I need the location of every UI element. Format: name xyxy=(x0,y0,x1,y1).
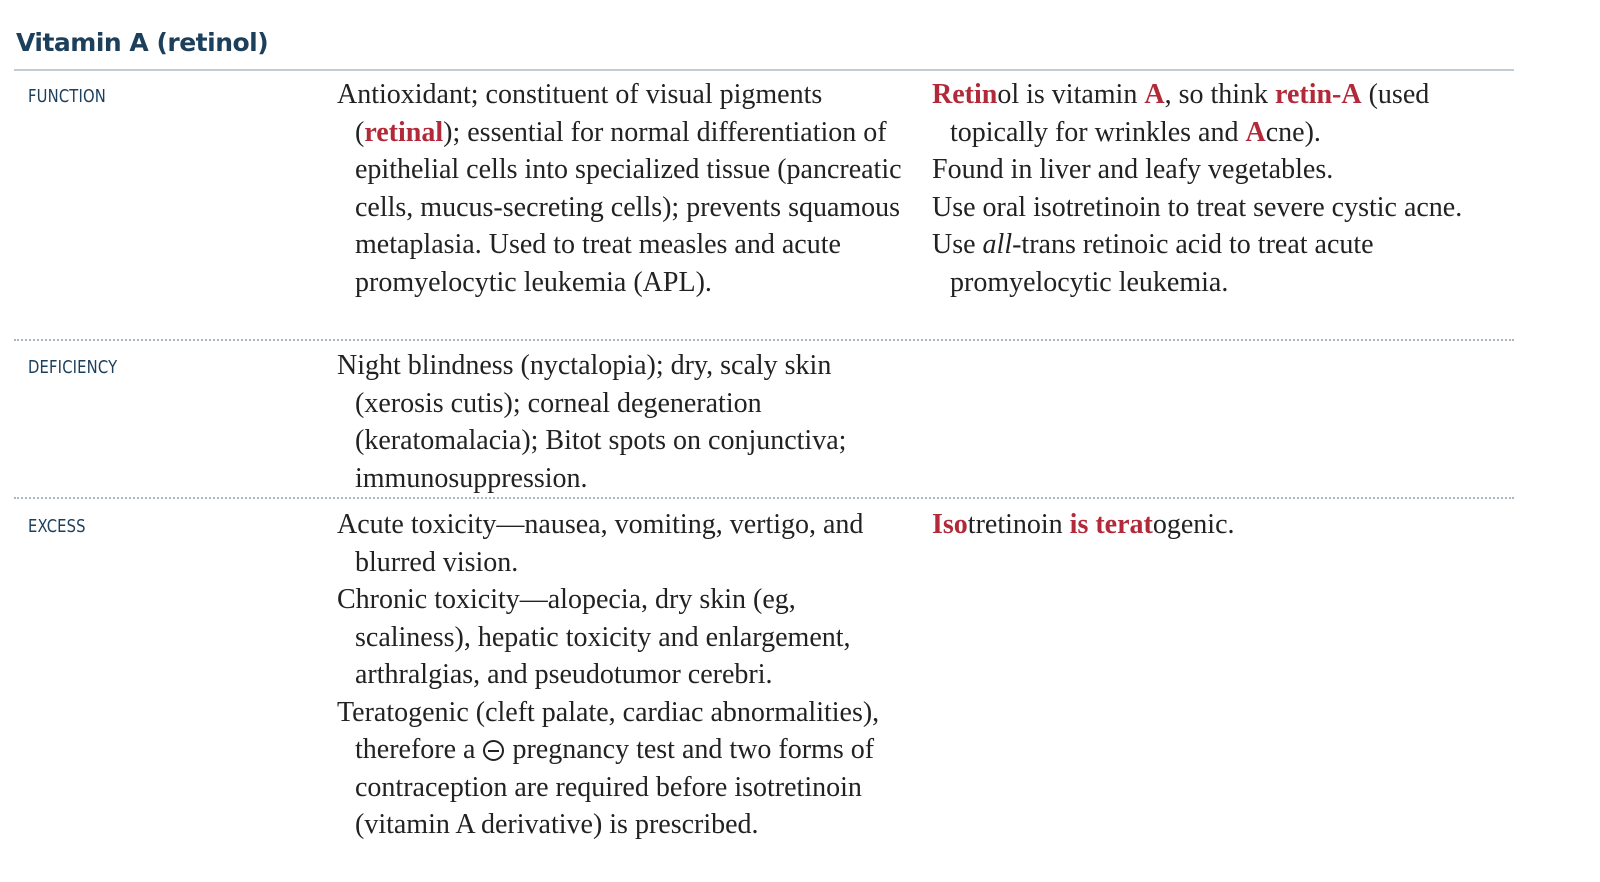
row-label-function: FUNCTION xyxy=(28,86,106,107)
row-label-deficiency: DEFICIENCY xyxy=(28,357,118,378)
mnemonic-iso: Iso xyxy=(932,509,968,540)
mnemonic-text-1: ol is vitamin xyxy=(997,79,1145,110)
function-note-isotretinoin: Use oral isotretinoin to treat severe cy… xyxy=(932,191,1463,223)
title-divider xyxy=(14,69,1514,71)
function-note-sources: Found in liver and leafy vegetables. xyxy=(932,154,1334,185)
mnemonic-tret: tret xyxy=(967,509,1006,540)
row-divider xyxy=(14,497,1514,499)
excess-teratogenic: Teratogenic (cleft palate, cardiac abnor… xyxy=(337,694,912,844)
mnemonic-inoin: inoin xyxy=(1005,509,1070,540)
mnemonic-a: A xyxy=(1144,79,1165,110)
function-text-a: Antioxidant; constituent of visual pigme… xyxy=(337,79,823,148)
function-highlight-retinal: retinal xyxy=(364,116,444,148)
mnemonic-is-terat: is terat xyxy=(1069,509,1153,540)
excess-note-mnemonic: Isotretinoin is teratogenic. xyxy=(932,506,1532,544)
excess-description: Acute toxicity—nausea, vomiting, vertigo… xyxy=(337,506,912,844)
function-note-mnemonic: Retinol is vitamin A, so think retin-A (… xyxy=(932,76,1532,151)
atra-italic-all: all xyxy=(982,229,1013,260)
mnemonic-ogenic: ogenic. xyxy=(1152,509,1235,540)
function-main-text: Antioxidant; constituent of visual pigme… xyxy=(337,76,917,301)
deficiency-description: Night blindness (nyctalopia); dry, scaly… xyxy=(337,347,877,497)
excess-chronic-toxicity: Chronic toxicity—alopecia, dry skin (eg,… xyxy=(337,584,851,690)
function-note-atra: Use all-trans retinoic acid to treat acu… xyxy=(932,226,1532,301)
teratogenic-post: pregnancy test and two forms of contrace… xyxy=(355,734,875,840)
function-text-c: ); essential for normal differentiation … xyxy=(355,116,902,298)
mnemonic-text-3: (used topically for wrinkles and xyxy=(950,79,1430,148)
mnemonic-text-2: , so think xyxy=(1164,79,1276,110)
function-notes: Retinol is vitamin A, so think retin-A (… xyxy=(932,76,1532,301)
atra-pre: Use xyxy=(932,229,983,260)
teratogenic-pre: Teratogenic (cleft palate, cardiac abnor… xyxy=(337,696,880,766)
row-label-excess: EXCESS xyxy=(28,516,86,537)
excess-notes: Isotretinoin is teratogenic. xyxy=(932,506,1532,544)
mnemonic-text-4: cne). xyxy=(1265,116,1321,148)
row-divider xyxy=(14,339,1514,341)
negative-circle-icon xyxy=(483,740,505,761)
atra-post: -trans retinoic acid to treat acute prom… xyxy=(950,229,1374,298)
function-description: Antioxidant; constituent of visual pigme… xyxy=(337,76,917,301)
mnemonic-acne-a: A xyxy=(1245,116,1266,148)
mnemonic-retin-a: retin-A xyxy=(1275,79,1362,110)
section-title: Vitamin A (retinol) xyxy=(16,28,269,57)
mnemonic-retin: Retin xyxy=(932,79,998,110)
deficiency-main-text: Night blindness (nyctalopia); dry, scaly… xyxy=(337,350,847,494)
excess-acute-toxicity: Acute toxicity—nausea, vomiting, vertigo… xyxy=(337,509,864,578)
